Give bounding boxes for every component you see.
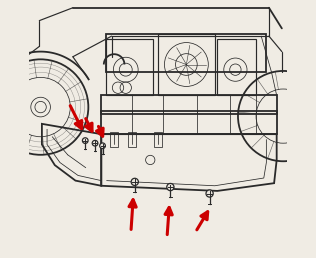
Circle shape <box>31 97 51 117</box>
Circle shape <box>206 190 213 197</box>
Bar <box>106 39 153 95</box>
Bar <box>154 132 162 147</box>
Bar <box>128 132 136 147</box>
Bar <box>217 39 256 95</box>
Bar <box>101 95 277 114</box>
Bar <box>101 111 277 134</box>
Circle shape <box>100 143 105 149</box>
Bar <box>110 132 118 147</box>
Circle shape <box>92 140 98 146</box>
Circle shape <box>131 178 138 186</box>
Bar <box>106 34 266 72</box>
Circle shape <box>82 138 88 143</box>
Circle shape <box>167 183 174 191</box>
Bar <box>158 34 215 95</box>
